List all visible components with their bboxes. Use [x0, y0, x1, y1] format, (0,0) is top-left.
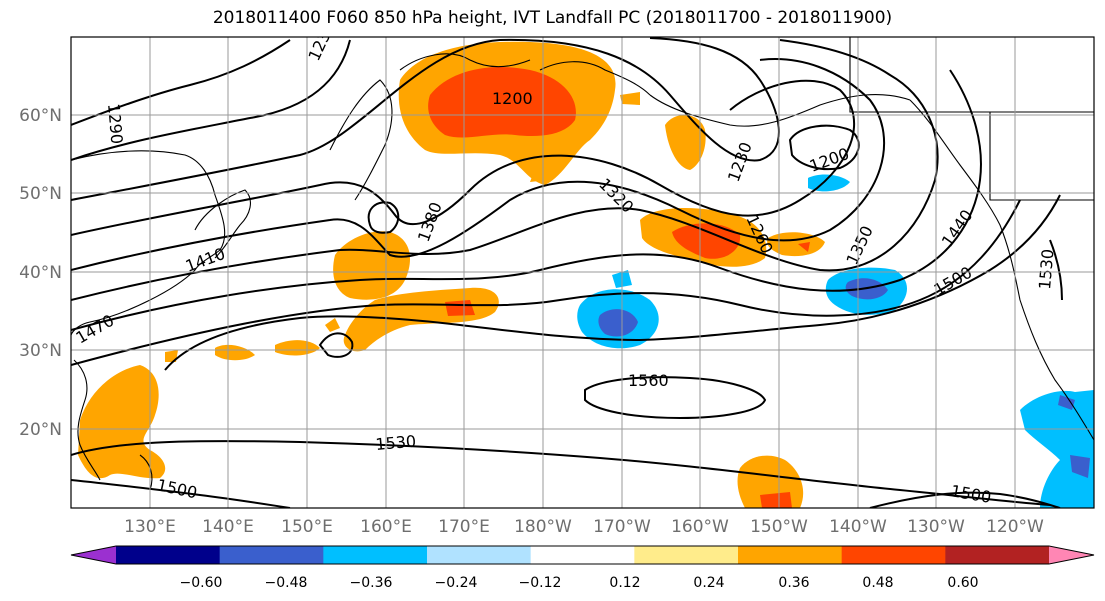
- lon-label: 160°E: [360, 517, 412, 537]
- colorbar-segment: [530, 546, 635, 564]
- map-title: 2018011400 F060 850 hPa height, IVT Land…: [212, 8, 893, 28]
- colorbar-tick-label: −0.12: [519, 575, 562, 591]
- lon-label: 170°W: [593, 517, 651, 537]
- lon-label: 140°E: [202, 517, 254, 537]
- contour-label: 1290: [104, 103, 126, 145]
- longitude-labels: 130°E 140°E 150°E 160°E 170°E 180°W 170°…: [124, 517, 1044, 537]
- colorbar-segment: [427, 546, 532, 564]
- colorbar-outline: [70, 545, 1095, 565]
- lon-label: 130°E: [124, 517, 176, 537]
- lon-label: 180°W: [514, 517, 572, 537]
- colorbar-segment: [323, 546, 428, 564]
- colorbar-tick-label: 0.24: [693, 575, 724, 591]
- lon-label: 150°W: [750, 517, 808, 537]
- colorbar-ticks: −0.60 −0.48 −0.36 −0.24 −0.12 0.12 0.24 …: [180, 575, 979, 591]
- contour-label: 1560: [628, 371, 669, 390]
- gridlines: [71, 37, 1094, 508]
- colorbar-segment: [219, 546, 324, 564]
- lat-label: 40°N: [19, 263, 62, 283]
- lat-label: 60°N: [19, 106, 62, 126]
- map-frame: [70, 36, 1095, 509]
- lon-label: 130°W: [907, 517, 965, 537]
- colorbar-tick-label: −0.48: [265, 575, 308, 591]
- colorbar: [70, 545, 1095, 565]
- colorbar-segment: [71, 546, 116, 564]
- lon-label: 120°W: [986, 517, 1044, 537]
- lat-label: 50°N: [19, 184, 62, 204]
- lon-label: 160°W: [671, 517, 729, 537]
- colorbar-tick-label: −0.60: [180, 575, 223, 591]
- lon-label: 150°E: [281, 517, 333, 537]
- colorbar-segment: [634, 546, 739, 564]
- colorbar-tick-label: −0.24: [435, 575, 478, 591]
- contour-label: 1530: [375, 432, 417, 454]
- height-contours: [71, 37, 1063, 508]
- colorbar-segment: [1049, 546, 1094, 564]
- colorbar-segment: [841, 546, 946, 564]
- lat-label: 30°N: [19, 341, 62, 361]
- colorbar-segment: [738, 546, 843, 564]
- colorbar-tick-label: 0.60: [947, 575, 978, 591]
- latitude-labels: 60°N 50°N 40°N 30°N 20°N: [19, 106, 62, 440]
- colorbar-tick-label: 0.48: [862, 575, 893, 591]
- colorbar-tick-label: 0.12: [609, 575, 640, 591]
- ivt-shading: [78, 41, 1094, 508]
- colorbar-tick-label: −0.36: [350, 575, 393, 591]
- colorbar-segment: [116, 546, 221, 564]
- lat-label: 20°N: [19, 420, 62, 440]
- contour-label: 1530: [1035, 248, 1057, 290]
- lon-label: 170°E: [438, 517, 490, 537]
- lon-label: 140°W: [829, 517, 887, 537]
- colorbar-tick-label: 0.36: [778, 575, 809, 591]
- colorbar-segment: [945, 546, 1050, 564]
- contour-label: 1200: [492, 89, 533, 108]
